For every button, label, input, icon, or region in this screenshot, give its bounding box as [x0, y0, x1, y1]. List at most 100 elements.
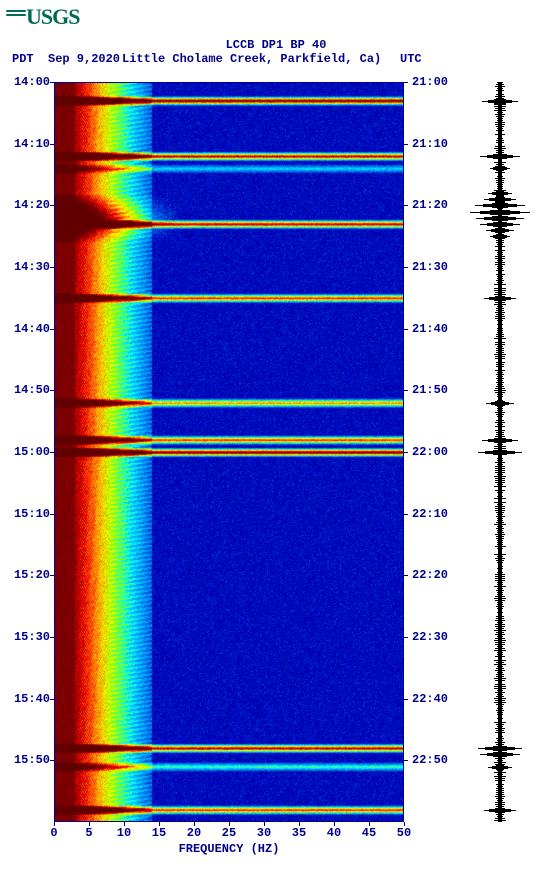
seismogram-noise — [495, 626, 505, 627]
seismogram-noise — [498, 610, 502, 611]
x-tick-label: 30 — [254, 826, 274, 840]
seismogram-noise — [497, 138, 503, 139]
seismogram-noise — [498, 272, 502, 273]
seismogram-noise — [497, 542, 504, 543]
y-tick-mark-left — [50, 575, 54, 576]
seismogram-noise — [496, 350, 504, 351]
seismogram-noise — [495, 796, 505, 797]
y-tick-mark-right — [404, 267, 408, 268]
x-tick-label: 35 — [289, 826, 309, 840]
seismogram-noise — [497, 176, 504, 177]
x-tick-label: 40 — [324, 826, 344, 840]
x-tick-mark — [54, 822, 55, 826]
seismogram-noise — [496, 314, 503, 315]
seismogram-noise — [496, 744, 504, 745]
usgs-logo-text: USGS — [26, 4, 79, 29]
seismogram-noise — [496, 632, 503, 633]
seismogram-noise — [497, 718, 503, 719]
seismogram-noise — [494, 448, 506, 449]
seismogram-noise — [495, 684, 506, 685]
seismogram-noise — [495, 780, 506, 781]
seismogram-noise — [495, 472, 505, 473]
spectrogram-plot — [54, 82, 404, 822]
seismogram-noise — [494, 554, 505, 555]
seismogram-spike — [495, 201, 506, 202]
seismogram-noise — [494, 338, 506, 339]
seismogram-noise — [497, 714, 504, 715]
x-tick-mark — [334, 822, 335, 826]
seismogram-noise — [495, 422, 505, 423]
seismogram-noise — [496, 242, 504, 243]
seismogram-noise — [496, 336, 504, 337]
x-tick-label: 10 — [114, 826, 134, 840]
seismogram-noise — [498, 248, 503, 249]
x-tick-mark — [404, 822, 405, 826]
seismogram-noise — [497, 118, 504, 119]
seismogram-noise — [494, 820, 506, 821]
seismogram-noise — [494, 390, 506, 391]
seismogram-noise — [495, 818, 506, 819]
seismogram-noise — [496, 420, 504, 421]
seismogram-noise — [497, 484, 503, 485]
seismogram-noise — [496, 668, 504, 669]
seismogram-noise — [497, 444, 503, 445]
seismogram-noise — [496, 696, 504, 697]
seismogram-spike — [493, 750, 508, 751]
seismogram-noise — [497, 372, 504, 373]
seismogram-noise — [494, 630, 506, 631]
seismogram-noise — [496, 710, 504, 711]
seismogram-noise — [494, 110, 505, 111]
seismogram-noise — [496, 432, 505, 433]
seismogram-noise — [495, 342, 505, 343]
y-tick-mark-right — [404, 760, 408, 761]
seismogram-noise — [498, 564, 502, 565]
seismogram-noise — [497, 582, 504, 583]
x-tick-mark — [159, 822, 160, 826]
seismogram-noise — [495, 256, 505, 257]
seismogram-noise — [494, 106, 505, 107]
seismogram-noise — [497, 646, 502, 647]
seismogram-noise — [496, 270, 505, 271]
seismogram-noise — [498, 494, 503, 495]
seismogram-noise — [497, 252, 503, 253]
seismogram-noise — [495, 700, 506, 701]
seismogram-noise — [498, 174, 503, 175]
utc-tick-label: 21:00 — [412, 75, 448, 89]
seismogram-noise — [497, 458, 503, 459]
seismogram-noise — [497, 690, 502, 691]
seismogram-noise — [495, 546, 506, 547]
seismogram-noise — [498, 136, 503, 137]
seismogram-noise — [498, 566, 503, 567]
seismogram-noise — [497, 406, 504, 407]
seismogram-noise — [497, 120, 503, 121]
seismogram-noise — [495, 534, 506, 535]
seismogram-noise — [497, 740, 503, 741]
seismogram-noise — [495, 264, 505, 265]
seismogram-noise — [498, 132, 503, 133]
seismogram-spike — [497, 238, 504, 239]
seismogram-noise — [497, 278, 503, 279]
seismogram-noise — [494, 354, 505, 355]
spectrogram-canvas — [54, 82, 404, 822]
seismogram-noise — [494, 640, 506, 641]
seismogram-spike — [493, 158, 506, 159]
pdt-tick-label: 14:10 — [6, 137, 50, 151]
seismogram-noise — [495, 644, 505, 645]
seismogram-noise — [496, 84, 503, 85]
seismogram-noise — [495, 134, 504, 135]
seismogram-noise — [497, 592, 502, 593]
seismogram-noise — [497, 492, 504, 493]
seismogram-noise — [498, 428, 502, 429]
pdt-tick-label: 15:30 — [6, 630, 50, 644]
seismogram-noise — [497, 474, 504, 475]
seismogram-noise — [496, 724, 503, 725]
seismogram-noise — [494, 502, 505, 503]
chart-title: LCCB DP1 BP 40 — [0, 38, 552, 52]
seismogram-noise — [494, 284, 505, 285]
seismogram-noise — [495, 108, 505, 109]
seismogram-noise — [495, 758, 505, 759]
seismogram-noise — [497, 556, 502, 557]
seismogram-noise — [495, 742, 506, 743]
seismogram-noise — [496, 516, 505, 517]
pdt-tick-label: 15:20 — [6, 568, 50, 582]
